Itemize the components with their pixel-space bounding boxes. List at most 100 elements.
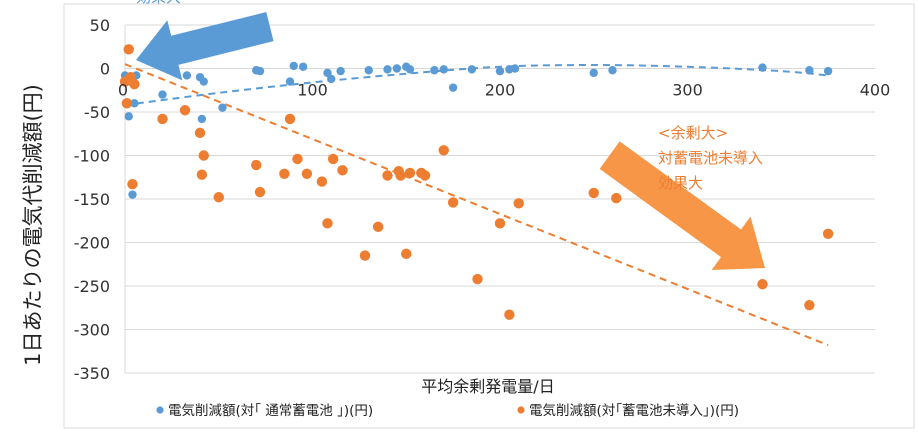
data-point-series-0 [467,65,477,74]
data-point-series-1 [513,198,524,209]
data-point-series-1 [123,44,134,55]
data-point-series-1 [327,153,339,165]
data-point-series-0 [405,65,415,74]
x-tick-label-zero: 0 [118,81,128,100]
data-point-series-0 [510,64,520,73]
tick-labels: 50 0 -50 -100 -150 -200 -250 -300 -350 100 200 300 4… [74,16,891,383]
data-point-series-0 [285,77,295,86]
data-point-series-0 [392,64,402,73]
data-point-series-1 [196,169,208,180]
data-point-series-1 [337,165,348,176]
y-axis-title: 1日あたりの電気代削減額(円) [21,84,45,366]
gridlines [124,24,875,374]
legend-entry-blue: 電気削減額(対｢ 通常蓄電池 ｣)(円) [168,402,373,419]
annotation-orange-line: <余剰大> [658,124,728,142]
data-point-series-1 [316,176,328,187]
data-point-series-1 [588,187,599,199]
data-point-series-0 [383,65,392,74]
data-point-series-1 [194,127,206,139]
data-point-series-1 [129,78,140,90]
data-point-series-1 [447,197,459,208]
y-tick-label: -100 [74,147,110,166]
data-point-series-1 [322,218,333,229]
annotation-orange-line: 対蓄電池未導入 [658,149,763,167]
data-point-series-1 [472,273,483,285]
y-tick-label: -150 [74,190,110,209]
data-point-series-0 [124,112,133,121]
legend-entry-orange: 電気削減額(対｢蓄電池未導入｣)(円) [529,402,739,419]
data-point-series-0 [589,68,598,78]
y-tick-label: -50 [84,103,110,122]
data-point-series-1 [401,248,412,260]
data-point-series-1 [292,153,303,165]
data-point-series-0 [327,74,336,84]
data-point-series-1 [121,98,133,109]
data-point-series-0 [255,66,265,76]
data-point-series-0 [199,77,208,86]
legend: 電気削減額(対｢ 通常蓄電池 ｣)(円) 電気削減額(対｢蓄電池未導入｣)(円) [156,402,739,419]
data-point-series-1 [254,186,266,198]
data-point-series-1 [198,150,209,161]
data-point-series-1 [611,192,622,204]
data-point-series-1 [382,170,393,181]
data-point-series-1 [804,299,815,311]
data-point-series-0 [158,90,167,99]
x-tick-label: 300 [672,81,703,100]
data-point-series-1 [301,168,313,179]
trendlines [124,63,829,347]
data-point-series-0 [298,62,308,71]
data-point-series-1 [372,221,384,233]
data-point-series-1 [494,218,506,229]
data-point-series-0 [430,66,439,75]
data-point-series-0 [364,66,373,75]
data-point-series-0 [128,190,137,199]
y-tick-label: 0 [100,60,110,79]
data-point-series-1 [359,250,371,261]
data-point-series-0 [289,61,298,71]
data-point-series-0 [823,66,833,76]
data-point-series-0 [495,66,505,76]
data-point-series-1 [404,167,416,179]
y-tick-label: -350 [74,364,110,383]
legend-marker-orange [517,406,525,414]
data-point-series-0 [805,66,814,75]
data-point-series-1 [127,179,138,190]
data-point-series-0 [448,83,458,92]
data-point-series-1 [757,279,768,290]
annotation-orange-line: 効果大 [658,174,703,192]
blue-arrow [136,12,274,81]
x-tick-label: 400 [860,81,891,100]
legend-marker-blue [156,406,164,414]
data-point-series-0 [336,66,345,76]
data-point-series-1 [213,192,224,203]
data-point-series-0 [182,71,192,80]
data-point-series-0 [323,68,332,78]
data-point-series-1 [822,228,834,239]
data-point-series-0 [758,63,767,72]
data-point-series-0 [130,99,139,108]
data-point-series-1 [504,309,515,320]
data-point-series-1 [157,113,168,125]
x-tick-label: 200 [485,81,516,100]
annotation-blue: 効果大 [136,0,181,6]
data-point-series-1 [395,170,406,181]
callout-arrows [136,12,765,271]
data-point-series-1 [279,168,290,179]
data-point-series-0 [439,65,448,74]
trendline-series-0 [124,64,829,107]
data-point-series-1 [251,159,262,171]
data-points [119,44,834,320]
plot-border [63,3,915,429]
y-tick-label: -250 [74,277,110,296]
data-point-series-1 [438,145,449,156]
y-tick-label: -300 [74,321,110,340]
data-point-series-1 [179,105,191,116]
orange-arrow [599,141,765,271]
y-tick-label: 50 [90,16,110,35]
data-point-series-0 [608,66,617,75]
data-point-series-0 [197,114,207,124]
data-point-series-1 [419,170,431,181]
x-axis-title: 平均余剰発電量/日 [421,377,554,396]
